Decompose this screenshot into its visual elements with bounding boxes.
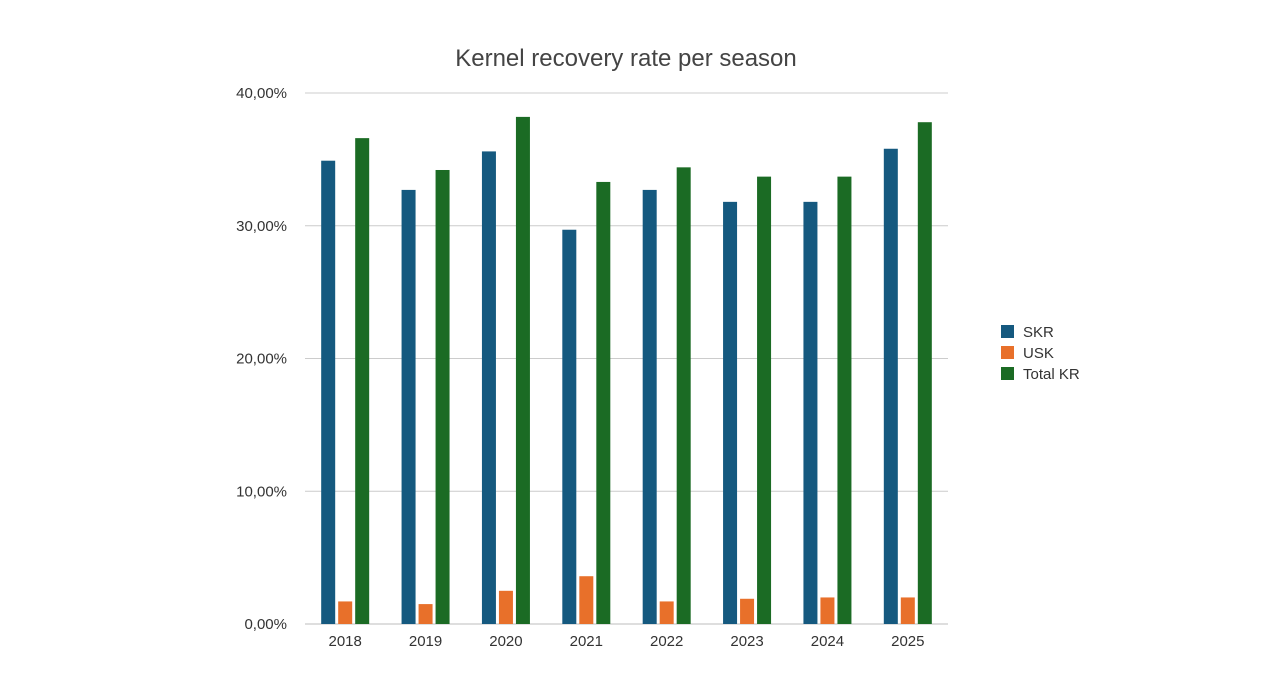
y-tick-label: 40,00% (236, 85, 287, 102)
bar-total-kr-2019 (435, 169, 450, 624)
x-tick-label: 2018 (329, 633, 362, 650)
bar-usk-2022 (659, 601, 674, 624)
bar-usk-2018 (338, 601, 353, 624)
y-axis: 0,00% 10,00% 20,00% 30,00% 40,00% (236, 85, 287, 633)
legend-swatch (1001, 325, 1014, 338)
x-tick-label: 2021 (570, 633, 603, 650)
legend-label: SKR (1023, 324, 1054, 341)
bar-usk-2019 (418, 604, 433, 624)
x-tick-label: 2022 (650, 633, 683, 650)
bar-skr-2018 (321, 160, 336, 624)
x-tick-label: 2023 (730, 633, 763, 650)
bar-total-kr-2024 (837, 176, 852, 624)
legend-label: USK (1023, 345, 1054, 362)
y-tick-label: 0,00% (244, 616, 287, 633)
x-tick-label: 2020 (489, 633, 522, 650)
legend-swatch (1001, 346, 1014, 359)
x-tick-label: 2025 (891, 633, 924, 650)
bar-total-kr-2023 (757, 176, 772, 624)
bar-usk-2024 (820, 597, 835, 624)
x-axis: 2018 2019 2020 2021 2022 2023 2024 2025 (329, 633, 925, 650)
legend-label: Total KR (1023, 366, 1080, 383)
chart-title: Kernel recovery rate per season (455, 45, 797, 72)
bar-skr-2025 (883, 148, 898, 624)
bar-skr-2020 (481, 151, 496, 624)
bar-skr-2024 (803, 201, 818, 625)
bar-usk-2020 (498, 590, 513, 624)
bar-skr-2021 (562, 229, 577, 625)
x-tick-label: 2019 (409, 633, 442, 650)
y-tick-label: 20,00% (236, 351, 287, 368)
bar-total-kr-2022 (676, 167, 691, 624)
y-tick-label: 10,00% (236, 483, 287, 500)
x-tick-label: 2024 (811, 633, 844, 650)
bar-total-kr-2025 (917, 122, 932, 624)
bar-total-kr-2020 (515, 116, 530, 625)
y-tick-label: 30,00% (236, 218, 287, 235)
bar-usk-2023 (740, 598, 755, 624)
bar-skr-2023 (723, 201, 738, 625)
bar-usk-2021 (579, 576, 594, 624)
bar-skr-2019 (401, 189, 416, 624)
bars-layer (321, 116, 932, 625)
legend-swatch (1001, 367, 1014, 380)
bar-total-kr-2018 (355, 138, 370, 624)
grid-layer (305, 92, 948, 625)
bar-skr-2022 (642, 189, 657, 624)
bar-total-kr-2021 (596, 181, 611, 624)
bar-usk-2025 (900, 597, 915, 624)
legend: SKR USK Total KR (1001, 324, 1080, 383)
